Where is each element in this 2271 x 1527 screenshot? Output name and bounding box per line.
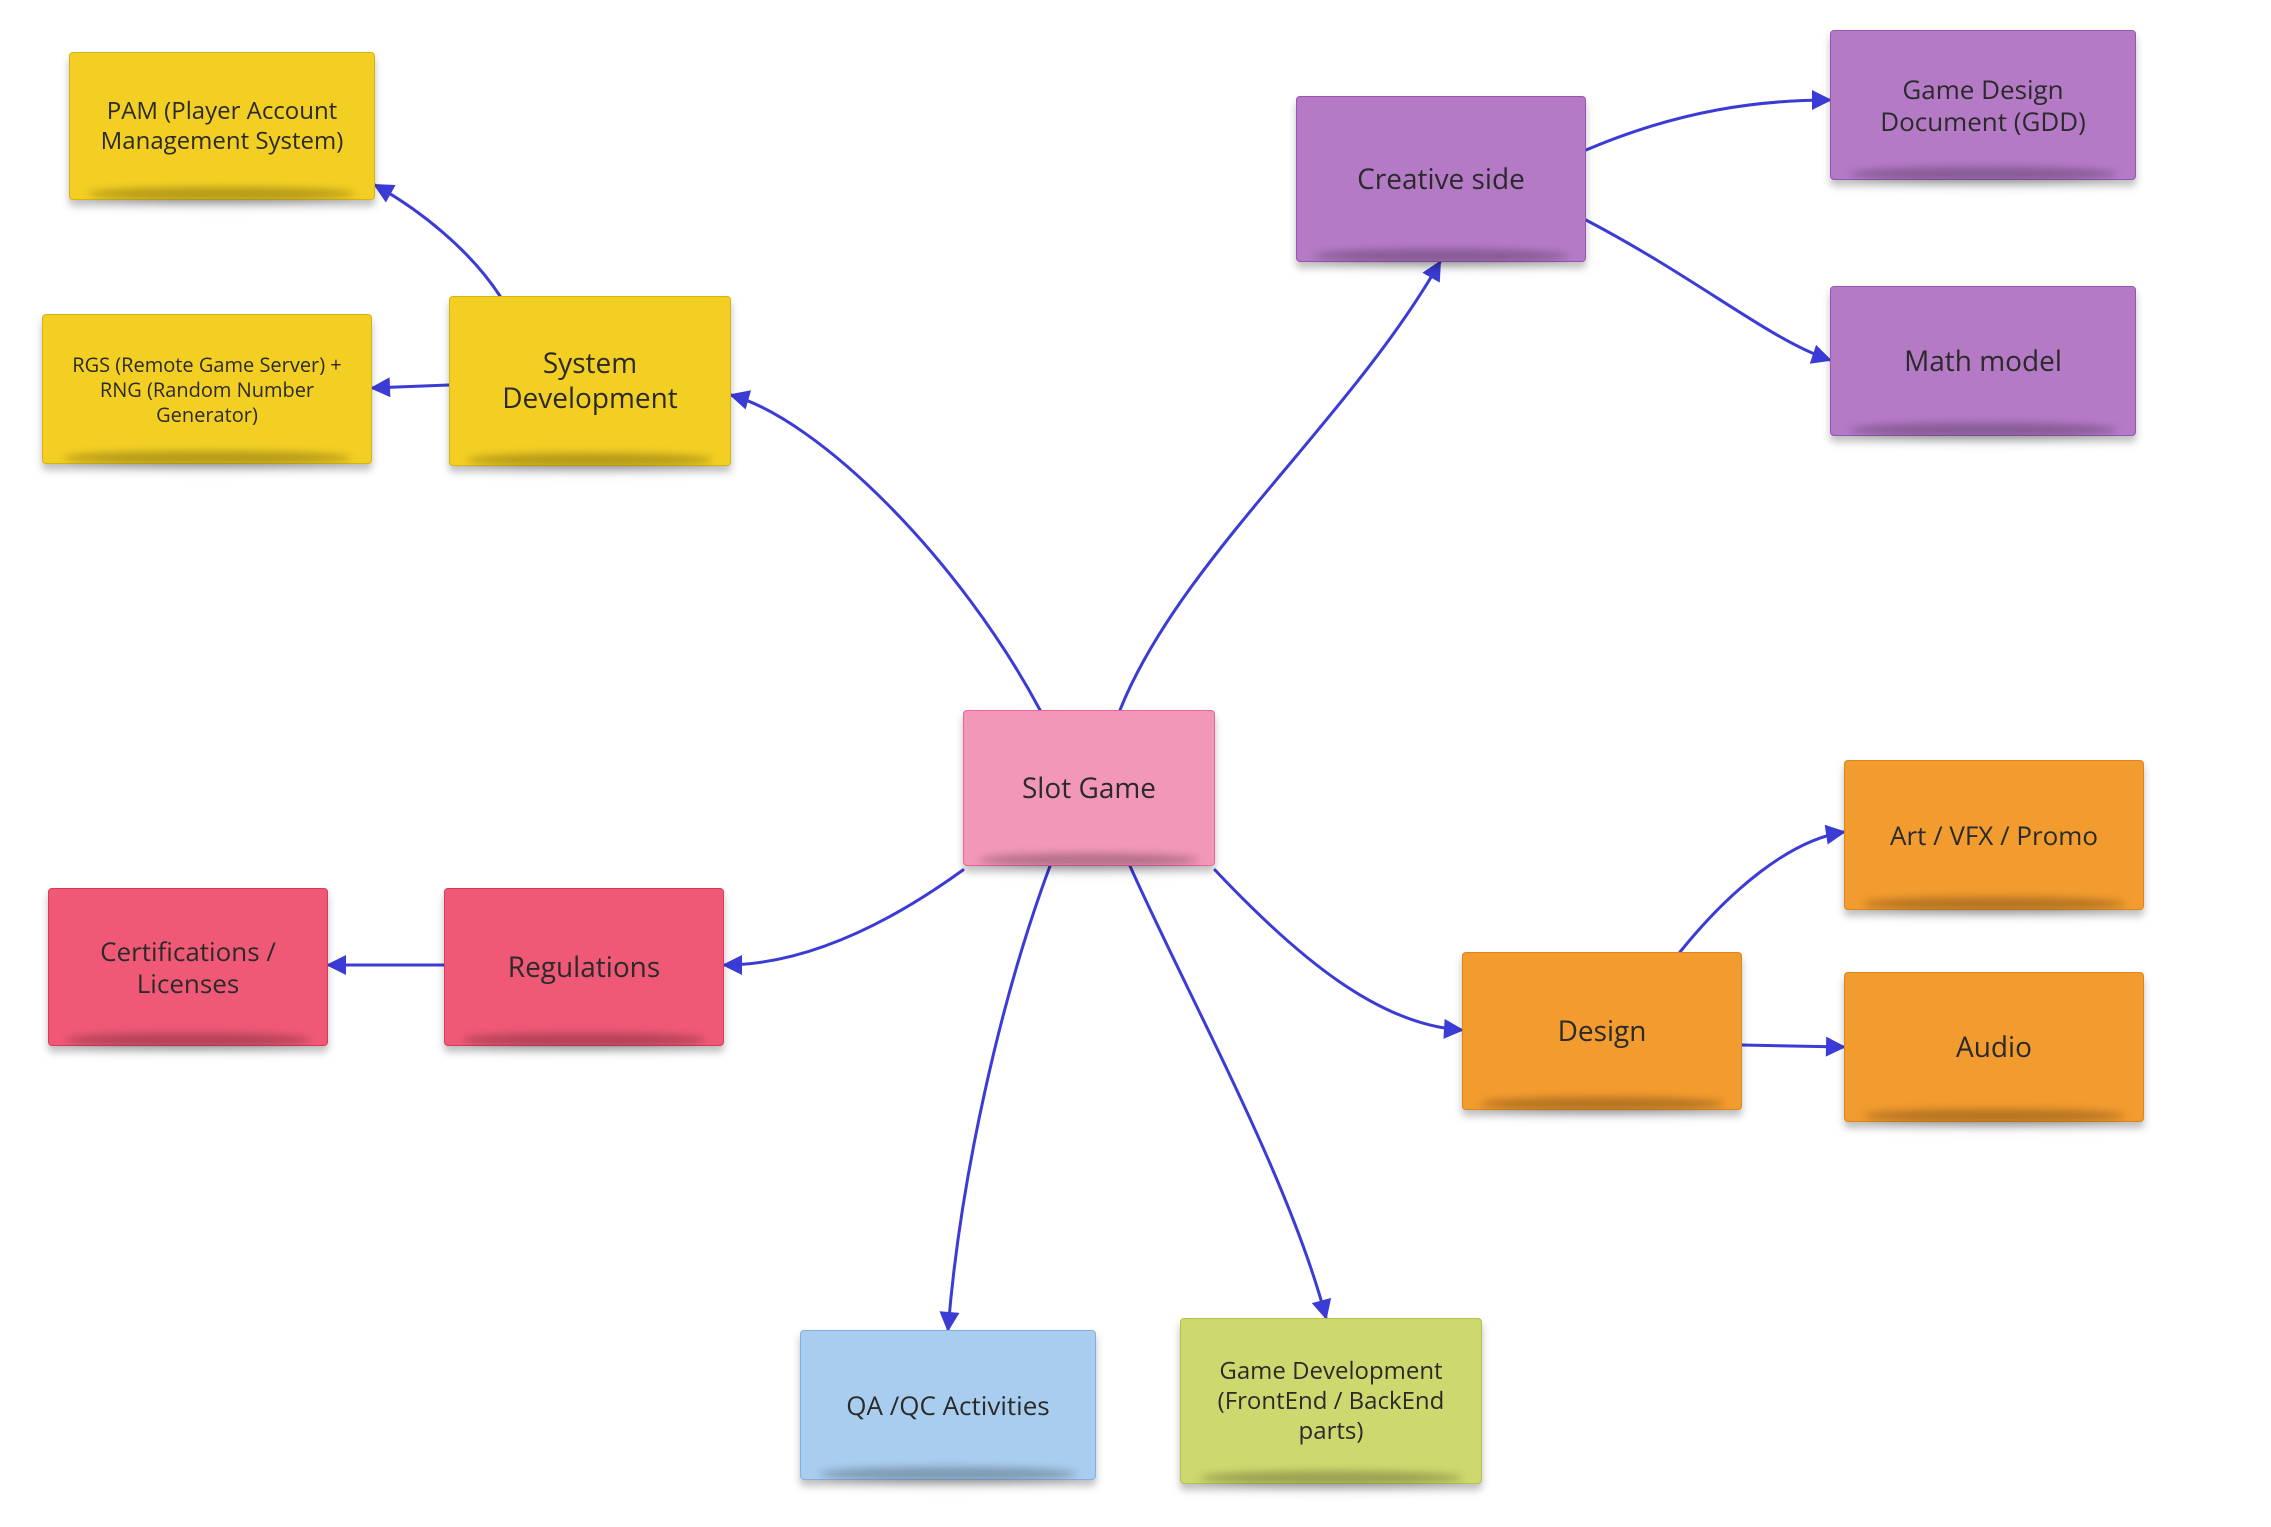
node-pam: PAM (Player Account Management System): [69, 52, 375, 200]
edge-slot-game-to-regulations: [724, 870, 963, 965]
node-label: Game Development (FrontEnd / BackEnd par…: [1199, 1356, 1463, 1446]
node-art-vfx: Art / VFX / Promo: [1844, 760, 2144, 910]
edge-slot-game-to-game-dev: [1130, 866, 1326, 1318]
node-label: Art / VFX / Promo: [1890, 819, 2098, 852]
node-label: Math model: [1904, 344, 2062, 379]
node-gdd: Game Design Document (GDD): [1830, 30, 2136, 180]
diagram-canvas: Slot Game Creative side Game Design Docume…: [0, 0, 2271, 1527]
edge-slot-game-to-sys-dev: [731, 395, 1040, 710]
node-label: Audio: [1956, 1030, 2032, 1065]
node-label: PAM (Player Account Management System): [88, 96, 356, 156]
edge-slot-game-to-creative-side: [1120, 262, 1440, 710]
edge-slot-game-to-qa-qc: [948, 866, 1050, 1330]
node-rgs-rng: RGS (Remote Game Server) + RNG (Random N…: [42, 314, 372, 464]
node-creative-side: Creative side: [1296, 96, 1586, 262]
node-label: Certifications / Licenses: [67, 935, 309, 1000]
node-design: Design: [1462, 952, 1742, 1110]
edge-sys-dev-to-pam: [375, 185, 500, 296]
edge-slot-game-to-design: [1215, 870, 1462, 1030]
edge-sys-dev-to-rgs-rng: [372, 385, 449, 388]
edge-design-to-art-vfx: [1680, 832, 1844, 952]
node-qa-qc: QA /QC Activities: [800, 1330, 1096, 1480]
node-label: QA /QC Activities: [846, 1389, 1049, 1422]
node-cert-licenses: Certifications / Licenses: [48, 888, 328, 1046]
node-audio: Audio: [1844, 972, 2144, 1122]
node-label: System Development: [468, 346, 712, 416]
edge-creative-side-to-math-model: [1586, 220, 1830, 360]
node-game-dev: Game Development (FrontEnd / BackEnd par…: [1180, 1318, 1482, 1484]
node-slot-game: Slot Game: [963, 710, 1215, 866]
node-label: Regulations: [508, 950, 660, 985]
node-label: Creative side: [1357, 162, 1525, 197]
node-regulations: Regulations: [444, 888, 724, 1046]
node-math-model: Math model: [1830, 286, 2136, 436]
node-label: Slot Game: [1022, 771, 1156, 806]
node-sys-dev: System Development: [449, 296, 731, 466]
edge-creative-side-to-gdd: [1586, 100, 1830, 150]
node-label: RGS (Remote Game Server) + RNG (Random N…: [61, 352, 353, 427]
edge-design-to-audio: [1742, 1045, 1844, 1047]
node-label: Game Design Document (GDD): [1849, 73, 2117, 138]
node-label: Design: [1558, 1014, 1647, 1049]
